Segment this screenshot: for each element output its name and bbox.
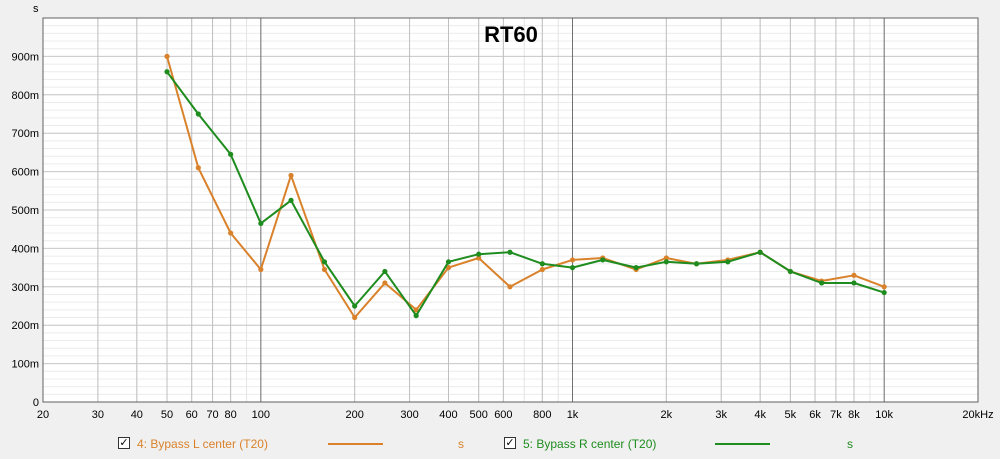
plot-border <box>42 17 979 403</box>
data-point <box>881 284 887 290</box>
data-point <box>507 284 513 290</box>
x-tick-label: 70 <box>206 409 218 421</box>
x-tick-label: 800 <box>533 409 551 421</box>
x-tick-label: 200 <box>345 409 363 421</box>
x-tick-label: 60 <box>186 409 198 421</box>
x-tick-label: 1k <box>567 409 579 421</box>
legend-unit-series-2: s <box>847 437 853 451</box>
chart-title: RT60 <box>484 22 538 47</box>
data-point <box>787 268 793 275</box>
data-point <box>228 230 234 236</box>
x-tick-label: 4k <box>754 409 766 421</box>
data-point <box>321 259 328 265</box>
x-tick-label: 20kHz <box>962 409 993 421</box>
legend-entry-series-1[interactable]: ✓ 4: Bypass L center (T20) s <box>0 433 480 457</box>
y-tick-label: 700m <box>11 128 39 140</box>
data-point <box>819 280 825 286</box>
checkbox-series-2[interactable]: ✓ <box>504 436 516 449</box>
axes: 0 100m 200m 300m 400m 500m 600m 700m 800m 900m 20 3… <box>11 17 994 421</box>
x-tick-label: 20 <box>37 409 49 421</box>
data-point <box>569 257 576 263</box>
x-tick-label: 40 <box>131 409 143 421</box>
data-point <box>445 265 452 271</box>
series-lines <box>164 53 887 321</box>
data-point <box>288 172 294 179</box>
data-point <box>507 249 513 255</box>
legend-unit-series-1: s <box>458 437 464 451</box>
legend-label-series-1: 4: Bypass L center (T20) <box>137 437 268 451</box>
y-tick-label: 100m <box>11 359 39 371</box>
data-point <box>725 259 731 265</box>
legend: ✓ 4: Bypass L center (T20) s ✓ 5: Bypass… <box>0 433 1000 457</box>
data-point <box>413 307 419 313</box>
data-point <box>164 53 170 60</box>
y-tick-label: 500m <box>11 205 39 217</box>
y-tick-label: 200m <box>11 320 39 332</box>
rt60-chart: 0 100m 200m 300m 400m 500m 600m 700m 800m 900m 20 3… <box>11 3 994 421</box>
y-tick-label: 800m <box>11 90 39 102</box>
y-tick-label: 0 <box>33 397 39 409</box>
x-tick-label: 7k <box>830 409 842 421</box>
data-point <box>445 259 452 265</box>
x-tick-label: 500 <box>470 409 488 421</box>
y-tick-label: 300m <box>11 282 39 294</box>
data-point <box>352 303 358 309</box>
legend-entry-series-2[interactable]: ✓ 5: Bypass R center (T20) s <box>490 433 890 457</box>
x-tick-label: 400 <box>439 409 457 421</box>
x-tick-label: 8k <box>848 409 860 421</box>
data-point <box>600 257 606 263</box>
data-point <box>382 280 388 286</box>
checkbox-series-1[interactable]: ✓ <box>118 436 130 449</box>
y-tick-label: 400m <box>11 243 39 255</box>
x-tick-label: 6k <box>809 409 821 421</box>
x-tick-label: 30 <box>92 409 104 421</box>
data-point <box>382 268 388 275</box>
x-tick-label: 50 <box>161 409 173 421</box>
data-point <box>321 266 328 273</box>
data-point <box>228 151 234 157</box>
data-point <box>757 249 763 255</box>
data-point <box>195 111 201 117</box>
x-tick-label: 80 <box>225 409 237 421</box>
data-point <box>258 220 264 227</box>
x-tick-label: 600 <box>494 409 512 421</box>
x-tick-label: 300 <box>400 409 418 421</box>
data-point <box>569 265 576 271</box>
data-point <box>352 314 358 321</box>
x-tick-label: 3k <box>715 409 727 421</box>
data-point <box>164 69 170 75</box>
data-point <box>476 251 482 257</box>
data-point <box>539 261 545 267</box>
data-point <box>851 272 857 278</box>
x-tick-label: 5k <box>785 409 797 421</box>
y-tick-label: 900m <box>11 51 39 63</box>
data-point <box>663 259 669 265</box>
legend-label-series-2: 5: Bypass R center (T20) <box>523 437 657 451</box>
y-axis-label: s <box>33 3 39 15</box>
data-point <box>413 313 419 319</box>
data-point <box>881 289 887 296</box>
data-point <box>476 255 482 261</box>
data-point <box>258 266 264 273</box>
x-tick-label: 100 <box>252 409 270 421</box>
series-line-2 <box>166 71 885 317</box>
data-point <box>195 165 201 171</box>
data-point <box>851 280 857 286</box>
data-point <box>633 265 639 271</box>
legend-swatch-series-2 <box>715 443 770 445</box>
y-tick-label: 600m <box>11 167 39 179</box>
data-point <box>663 255 669 261</box>
x-tick-label: 10k <box>875 409 893 421</box>
x-tick-label: 2k <box>661 409 673 421</box>
data-point <box>539 266 545 273</box>
data-point <box>693 261 700 267</box>
legend-swatch-series-1 <box>328 443 383 445</box>
data-point <box>288 197 294 203</box>
